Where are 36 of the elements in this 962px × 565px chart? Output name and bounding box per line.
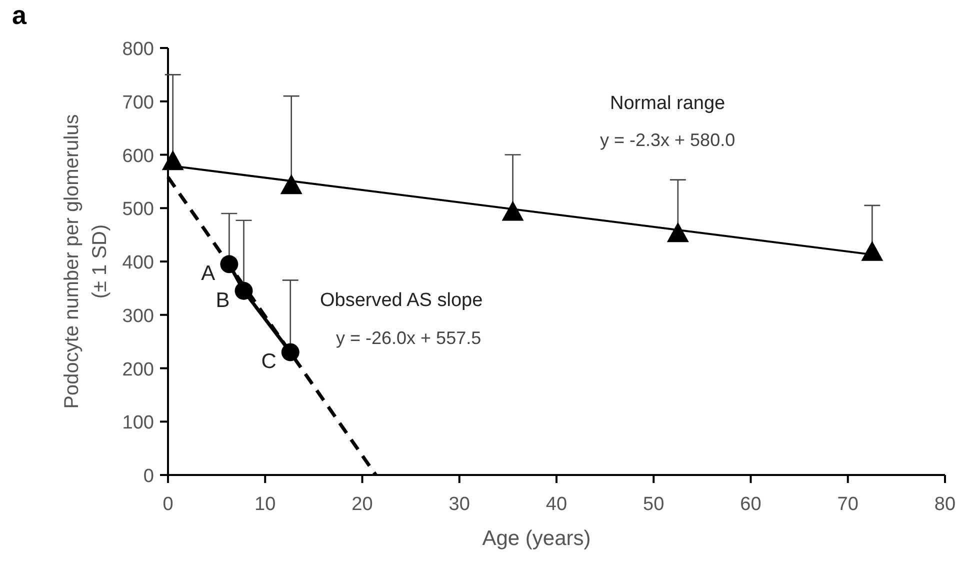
x-tick-label: 30 <box>448 494 470 515</box>
y-tick-label: 400 <box>122 252 154 274</box>
y-tick-label: 0 <box>143 466 154 487</box>
y-axis-title: Podocyte number per glomerulus (± 1 SD) <box>61 114 111 409</box>
y-tick-label: 300 <box>122 306 154 327</box>
annotation: C <box>261 350 276 374</box>
y-tick-label: 100 <box>122 412 154 434</box>
x-axis-title: Age (years) <box>482 527 591 550</box>
point <box>861 240 884 261</box>
point <box>502 200 524 221</box>
x-tick-label: 0 <box>162 494 174 515</box>
point <box>281 343 300 362</box>
x-tick-label: 40 <box>546 494 568 515</box>
annotation: Normal range <box>610 93 726 114</box>
point <box>162 150 184 170</box>
x-tick-label: 10 <box>254 494 276 515</box>
point <box>280 174 302 194</box>
y-tick-label: 600 <box>122 146 154 167</box>
annotation: A <box>201 262 216 286</box>
point <box>666 222 689 242</box>
x-tick-label: 50 <box>643 494 664 515</box>
annotation: Observed AS slope <box>320 290 483 311</box>
point <box>234 282 253 300</box>
annotation: y = -26.0x + 557.5 <box>336 328 482 348</box>
x-tick-label: 20 <box>352 494 373 515</box>
text: a <box>12 0 27 30</box>
annotation: B <box>216 288 230 312</box>
x-tick-label: 80 <box>934 494 956 515</box>
y-tick-label: 700 <box>122 92 154 114</box>
y-tick-label: 800 <box>122 39 154 60</box>
x-tick-label: 60 <box>740 494 762 515</box>
y-tick-label: 200 <box>122 359 154 380</box>
x-tick-label: 70 <box>837 494 858 515</box>
point <box>220 255 238 274</box>
annotation: y = -2.3x + 580.0 <box>600 130 736 150</box>
y-tick-label: 500 <box>122 199 154 220</box>
